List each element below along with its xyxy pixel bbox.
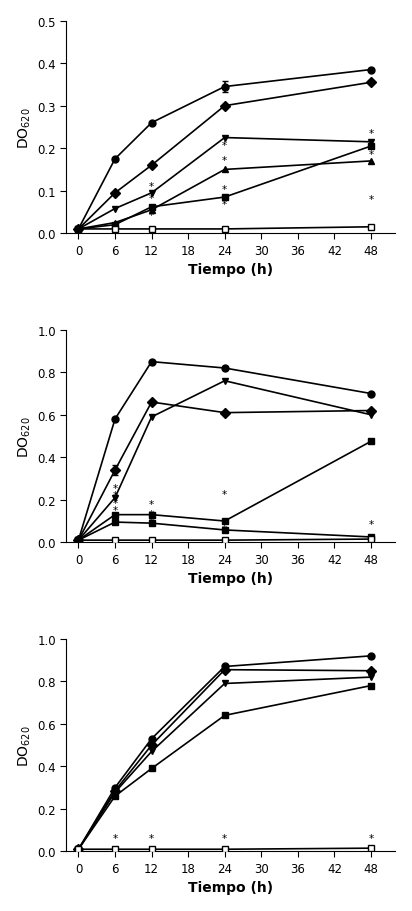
- Text: *: *: [368, 140, 374, 149]
- Text: *: *: [368, 128, 374, 138]
- Y-axis label: DO$_{620}$: DO$_{620}$: [16, 415, 33, 457]
- Text: *: *: [112, 498, 117, 508]
- Text: *: *: [368, 834, 374, 844]
- Text: *: *: [222, 200, 227, 210]
- Text: *: *: [112, 506, 117, 516]
- Text: *: *: [222, 489, 227, 499]
- Text: *: *: [222, 156, 227, 166]
- Text: *: *: [149, 499, 154, 509]
- Text: *: *: [112, 490, 117, 500]
- X-axis label: Tiempo (h): Tiempo (h): [188, 263, 274, 277]
- Y-axis label: DO$_{620}$: DO$_{620}$: [16, 107, 33, 148]
- Text: *: *: [149, 194, 154, 204]
- Text: *: *: [368, 519, 374, 529]
- Text: *: *: [149, 509, 154, 519]
- Text: *: *: [222, 525, 227, 535]
- Text: *: *: [149, 834, 154, 844]
- Text: *: *: [149, 181, 154, 191]
- Text: *: *: [222, 141, 227, 151]
- Text: *: *: [112, 834, 117, 844]
- Text: *: *: [149, 211, 154, 221]
- Text: *: *: [222, 185, 227, 195]
- Text: *: *: [368, 195, 374, 205]
- Text: *: *: [112, 484, 117, 494]
- Text: *: *: [222, 834, 227, 844]
- Text: *: *: [222, 517, 227, 527]
- X-axis label: Tiempo (h): Tiempo (h): [188, 571, 274, 586]
- Text: *: *: [149, 516, 154, 526]
- X-axis label: Tiempo (h): Tiempo (h): [188, 880, 274, 895]
- Text: *: *: [368, 149, 374, 159]
- Y-axis label: DO$_{620}$: DO$_{620}$: [16, 724, 33, 766]
